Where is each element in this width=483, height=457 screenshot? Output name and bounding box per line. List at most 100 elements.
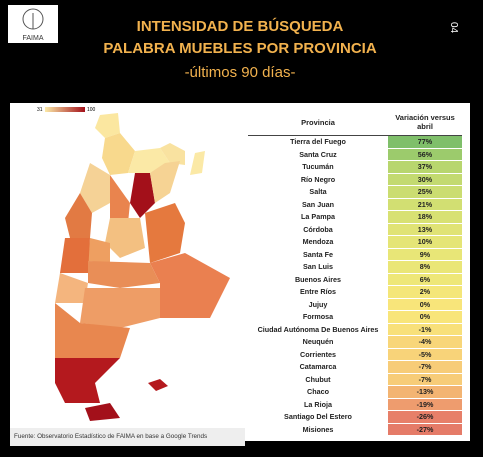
province — [150, 161, 180, 203]
province — [95, 113, 120, 138]
province-name: Entre Ríos — [248, 285, 388, 299]
province-name: Santiago Del Estero — [248, 410, 388, 424]
map: 31 100 — [37, 107, 230, 421]
table-row: Santa Cruz 56% — [248, 148, 462, 161]
table-row: Córdoba 13% — [248, 223, 462, 236]
column-header: Provincia — [248, 109, 388, 136]
province-name: San Juan — [248, 198, 388, 211]
variation-value: -7% — [388, 360, 462, 374]
logo-text: FAIMA — [22, 35, 44, 42]
table-row: Formosa 0% — [248, 310, 462, 324]
variation-value: -13% — [388, 385, 462, 399]
variation-value: 0% — [388, 298, 462, 311]
page-number: 04 — [448, 21, 460, 34]
province — [105, 218, 145, 258]
table-row: Santa Fe 9% — [248, 248, 462, 261]
variation-value: 18% — [388, 210, 462, 224]
province — [160, 143, 185, 165]
variation-value: 77% — [388, 135, 462, 149]
province — [80, 288, 160, 328]
variation-value: 21% — [388, 198, 462, 211]
table-row: Corrientes -5% — [248, 348, 462, 361]
table-row: Catamarca -7% — [248, 360, 462, 374]
province — [55, 273, 88, 303]
legend-bar — [45, 107, 85, 112]
source-note: Fuente: Observatorio Estadístico de FAIM… — [10, 428, 245, 446]
table-row: Neuquén -4% — [248, 335, 462, 349]
variation-value: -1% — [388, 323, 462, 336]
table: Provincia Variación versus abril Tierra … — [248, 109, 462, 436]
variation-value: 0% — [388, 310, 462, 324]
title-line: PALABRA MUEBLES POR PROVINCIA — [103, 40, 377, 57]
variation-value: 37% — [388, 160, 462, 174]
province — [88, 261, 160, 288]
variation-value: 2% — [388, 285, 462, 299]
province — [65, 193, 92, 238]
province — [88, 238, 110, 263]
variation-value: 6% — [388, 273, 462, 286]
variation-value: -5% — [388, 348, 462, 361]
province-name: Chubut — [248, 373, 388, 386]
legend-min: 31 — [37, 107, 43, 113]
province — [55, 358, 120, 403]
logo: FAIMA — [8, 5, 58, 43]
title-line: -últimos 90 días- — [184, 64, 296, 81]
table-row: Salta 25% — [248, 185, 462, 199]
table-row: Tucumán 37% — [248, 160, 462, 174]
province-name: Río Negro — [248, 173, 388, 186]
province-name: Tierra del Fuego — [248, 135, 388, 149]
table-row: Jujuy 0% — [248, 298, 462, 311]
province — [80, 163, 110, 213]
province — [145, 203, 185, 263]
province-name: Corrientes — [248, 348, 388, 361]
variation-value: 56% — [388, 148, 462, 161]
table-row: La Pampa 18% — [248, 210, 462, 224]
province — [55, 303, 130, 358]
province-name: Tucumán — [248, 160, 388, 174]
variation-value: -7% — [388, 373, 462, 386]
province-name: Ciudad Autónoma De Buenos Aires — [248, 323, 388, 336]
variation-value: 10% — [388, 235, 462, 249]
province-name: Jujuy — [248, 298, 388, 311]
table-row: Misiones -27% — [248, 423, 462, 436]
province-name: La Pampa — [248, 210, 388, 224]
province — [110, 175, 130, 223]
table-row: Buenos Aires 6% — [248, 273, 462, 286]
table-row: San Juan 21% — [248, 198, 462, 211]
variation-value: 8% — [388, 260, 462, 274]
variation-value: 13% — [388, 223, 462, 236]
province-name: San Luis — [248, 260, 388, 274]
title-line: INTENSIDAD DE BÚSQUEDA — [136, 18, 344, 35]
province-name: Formosa — [248, 310, 388, 324]
province-name: Chaco — [248, 385, 388, 399]
column-header: Variación versus abril — [388, 109, 462, 136]
table-row: Mendoza 10% — [248, 235, 462, 249]
province — [150, 253, 230, 318]
table-row: Chaco -13% — [248, 385, 462, 399]
variation-value: -4% — [388, 335, 462, 349]
province-name: Salta — [248, 185, 388, 199]
legend-max: 100 — [87, 107, 96, 113]
province-name: Neuquén — [248, 335, 388, 349]
province — [102, 133, 135, 175]
province-name: Buenos Aires — [248, 273, 388, 286]
variation-value: 9% — [388, 248, 462, 261]
table-row: La Rioja -19% — [248, 398, 462, 411]
province — [190, 151, 205, 175]
table-row: San Luis 8% — [248, 260, 462, 274]
table-row: Entre Ríos 2% — [248, 285, 462, 299]
province-name: Catamarca — [248, 360, 388, 374]
variation-value: 30% — [388, 173, 462, 186]
table-row: Tierra del Fuego 77% — [248, 135, 462, 149]
logo-icon — [22, 8, 44, 30]
province — [85, 403, 120, 421]
island — [148, 379, 168, 391]
province-name: Santa Fe — [248, 248, 388, 261]
province-name: Santa Cruz — [248, 148, 388, 161]
content-panel: 31 100 Provincia Variación versus abril … — [10, 103, 470, 446]
province-name: Mendoza — [248, 235, 388, 249]
table-body: Tierra del Fuego 77% Santa Cruz 56% Tucumán 3… — [248, 135, 462, 436]
province — [130, 173, 155, 218]
variation-value: -26% — [388, 410, 462, 424]
province-name: Misiones — [248, 423, 388, 436]
